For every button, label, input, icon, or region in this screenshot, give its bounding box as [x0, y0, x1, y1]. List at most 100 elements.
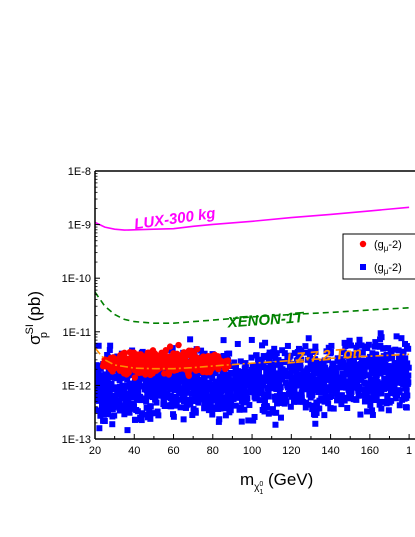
data-point-blue — [200, 396, 207, 403]
data-point-red — [139, 362, 146, 369]
data-point-blue — [133, 406, 140, 413]
data-point-blue — [389, 370, 396, 377]
data-point-blue — [342, 343, 349, 350]
data-point-blue — [385, 407, 392, 414]
data-point-blue — [207, 399, 214, 406]
data-point-blue — [395, 379, 402, 386]
data-point-blue — [257, 360, 264, 367]
data-point-red — [185, 372, 193, 379]
x-tick-label: 160 — [361, 445, 379, 457]
data-point-blue — [355, 387, 362, 394]
data-point-blue — [282, 373, 289, 380]
data-point-blue — [314, 360, 321, 367]
data-point-blue — [227, 392, 234, 399]
data-point-blue — [252, 371, 259, 378]
data-point-blue — [168, 403, 175, 410]
data-point-blue — [401, 364, 408, 371]
data-point-blue — [335, 393, 342, 400]
data-point-blue — [367, 402, 374, 409]
data-point-blue — [255, 386, 262, 393]
data-point-blue — [377, 343, 384, 350]
data-point-blue — [289, 393, 296, 400]
data-point-blue — [209, 405, 216, 412]
y-tick-label: 1E-12 — [62, 380, 91, 392]
data-point-blue — [309, 372, 316, 379]
data-point-blue — [339, 356, 346, 363]
data-point-blue — [390, 382, 397, 389]
data-point-blue — [391, 360, 398, 367]
data-point-blue — [155, 391, 162, 398]
data-point-blue — [320, 361, 327, 368]
data-point-blue — [342, 394, 349, 401]
data-point-blue — [216, 389, 223, 396]
data-point-blue — [381, 379, 388, 386]
data-point-blue — [396, 354, 403, 361]
data-point-blue — [268, 374, 275, 381]
data-point-blue — [116, 404, 123, 411]
data-point-blue — [146, 381, 153, 388]
data-point-blue — [352, 384, 359, 391]
data-point-blue — [379, 383, 386, 390]
data-point-blue — [381, 376, 388, 383]
data-point-blue — [180, 416, 187, 423]
data-point-blue — [372, 351, 379, 358]
data-point-blue — [172, 402, 179, 409]
data-point-blue — [135, 381, 142, 388]
data-point-blue — [347, 395, 354, 402]
data-point-blue — [329, 362, 336, 369]
data-point-blue — [259, 342, 266, 349]
data-point-blue — [369, 362, 376, 369]
data-point-blue — [116, 407, 123, 414]
data-point-blue — [384, 395, 391, 402]
data-point-blue — [208, 394, 215, 401]
x-tick-label: 20 — [89, 445, 101, 457]
data-point-blue — [356, 349, 363, 356]
data-point-blue — [343, 350, 350, 357]
data-point-blue — [191, 375, 198, 382]
annotation-lz-7-2-ton: LZ-7.2 Ton — [286, 344, 362, 367]
data-point-blue — [312, 343, 319, 350]
data-point-blue — [361, 369, 368, 376]
data-point-blue — [274, 360, 281, 367]
data-point-blue — [324, 357, 331, 364]
curve-lux-300-kg — [95, 206, 410, 231]
data-point-blue — [226, 380, 233, 387]
data-point-blue — [242, 360, 249, 367]
data-point-blue — [215, 405, 222, 412]
data-point-blue — [276, 388, 283, 395]
data-point-blue — [190, 378, 197, 385]
data-point-red — [136, 353, 143, 360]
data-point-blue — [328, 368, 335, 375]
data-point-blue — [300, 386, 307, 393]
data-point-blue — [183, 380, 190, 387]
data-point-blue — [183, 386, 190, 393]
data-point-blue — [188, 396, 195, 403]
data-point-blue — [171, 387, 178, 394]
data-point-blue — [133, 396, 140, 403]
data-point-blue — [297, 380, 304, 387]
scatter-points — [95, 330, 412, 434]
data-point-blue — [281, 350, 288, 357]
data-point-blue — [287, 352, 294, 359]
data-point-blue — [276, 382, 283, 389]
data-point-red — [166, 368, 173, 375]
data-point-red — [131, 374, 139, 381]
data-point-blue — [362, 398, 369, 405]
data-point-blue — [383, 355, 390, 362]
data-point-red — [166, 343, 174, 350]
data-point-blue — [402, 340, 409, 347]
data-point-blue — [124, 398, 131, 405]
data-point-blue — [405, 379, 412, 386]
data-point-blue — [334, 383, 341, 390]
data-point-blue — [237, 384, 244, 391]
data-point-blue — [275, 396, 282, 403]
data-point-red — [103, 358, 110, 366]
x-tick-label: 100 — [243, 445, 261, 457]
x-tick-label: 60 — [167, 445, 179, 457]
data-point-blue — [316, 376, 323, 383]
data-point-red — [185, 347, 193, 354]
data-point-blue — [100, 375, 107, 382]
data-point-blue — [269, 409, 276, 416]
data-point-blue — [172, 393, 179, 400]
data-point-blue — [262, 393, 269, 400]
